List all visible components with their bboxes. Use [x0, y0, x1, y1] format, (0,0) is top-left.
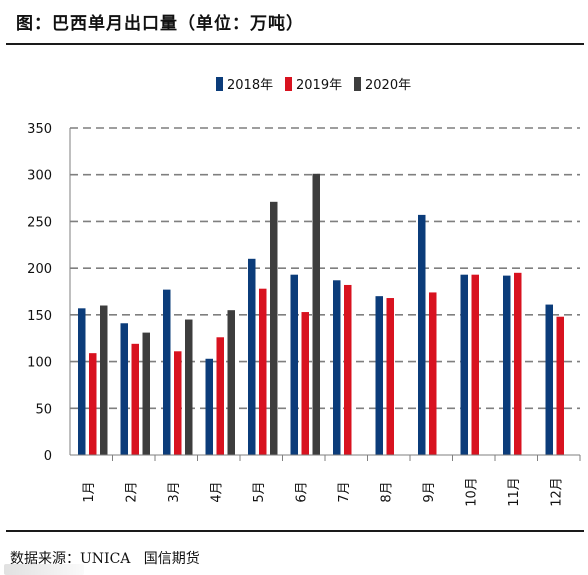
bar-2020年-4月	[227, 310, 235, 455]
bar-2019年-5月	[259, 288, 267, 455]
bar-2018年-11月	[503, 275, 511, 455]
x-tick-label: 12月	[549, 477, 564, 507]
bar-2019年-12月	[556, 316, 564, 455]
bar-2018年-7月	[333, 280, 341, 455]
top-divider	[6, 43, 584, 45]
legend-swatch	[285, 77, 292, 91]
x-tick-label: 1月	[82, 481, 97, 502]
x-tick-label: 3月	[167, 481, 182, 502]
page-title: 图：巴西单月出口量（单位：万吨）	[16, 14, 304, 34]
x-tick-label: 10月	[464, 477, 479, 507]
bar-2018年-12月	[545, 304, 553, 455]
bar-2020年-1月	[100, 305, 108, 455]
bar-2019年-7月	[344, 284, 352, 455]
bar-2018年-1月	[78, 308, 86, 455]
y-axis: 0 50 100 150 200 250 300 350	[27, 122, 71, 464]
bar-2020年-6月	[312, 173, 320, 455]
bar-2018年-10月	[460, 274, 468, 455]
y-tick-label: 100	[27, 356, 52, 371]
y-tick-label: 300	[27, 169, 52, 184]
y-tick-label: 200	[27, 262, 52, 277]
bar-2018年-6月	[290, 274, 298, 455]
y-tick-label: 0	[44, 449, 52, 464]
y-tick-label: 350	[27, 122, 52, 137]
bar-2018年-8月	[375, 296, 383, 455]
chart-bars	[78, 173, 564, 455]
legend-swatch	[216, 77, 223, 91]
legend-label: 2018年	[227, 78, 273, 93]
bar-2019年-2月	[131, 343, 139, 455]
source-name: UNICA	[80, 551, 131, 567]
bar-2018年-2月	[120, 323, 128, 455]
x-tick-label: 6月	[294, 481, 309, 502]
x-tick-label: 4月	[209, 481, 224, 502]
bar-2020年-3月	[185, 319, 193, 455]
bar-2019年-4月	[216, 337, 224, 455]
legend-label: 2020年	[365, 78, 411, 93]
legend-label: 2019年	[296, 78, 342, 93]
bar-2018年-9月	[418, 214, 426, 455]
chart-grid	[70, 127, 580, 410]
bar-2019年-6月	[301, 312, 309, 455]
source-label: 数据来源：	[10, 551, 80, 567]
bar-2019年-10月	[471, 274, 479, 455]
watermark-logo	[4, 564, 84, 575]
x-tick-label: 9月	[422, 481, 437, 502]
bar-2020年-2月	[142, 332, 150, 455]
x-axis: 1月 2月 3月 4月 5月 6月 7月 8月 9月 10月 11月 12月	[70, 454, 581, 507]
bar-2018年-3月	[163, 289, 171, 455]
bar-2019年-8月	[386, 298, 394, 455]
x-tick-label: 11月	[507, 477, 522, 507]
x-tick-label: 8月	[379, 481, 394, 502]
bar-2019年-9月	[429, 292, 437, 455]
legend-swatch	[354, 77, 361, 91]
y-tick-label: 250	[27, 215, 52, 230]
bar-chart: 2018年 2019年 2020年 0 50 100 150 200 250 300 350 1月…	[27, 77, 581, 507]
source-note: 数据来源：UNICA 国信期货	[10, 548, 200, 568]
y-tick-label: 150	[27, 309, 52, 324]
bar-2020年-5月	[270, 201, 278, 455]
bottom-divider	[6, 530, 584, 532]
x-tick-label: 5月	[252, 481, 267, 502]
bar-2019年-11月	[514, 272, 522, 455]
chart-legend: 2018年 2019年 2020年	[216, 77, 411, 93]
bar-2019年-3月	[174, 351, 182, 455]
y-tick-label: 50	[35, 402, 52, 417]
bar-2019年-1月	[89, 353, 97, 455]
x-tick-label: 7月	[337, 481, 352, 502]
bar-2018年-5月	[248, 258, 256, 455]
x-tick-label: 2月	[124, 481, 139, 502]
bar-2018年-4月	[205, 358, 213, 455]
source-org: 国信期货	[143, 551, 200, 567]
